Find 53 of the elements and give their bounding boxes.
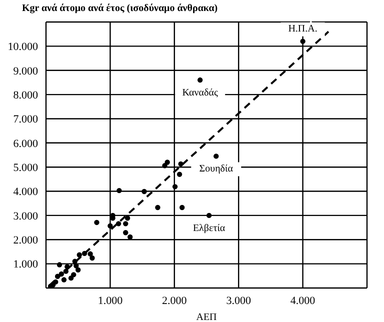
point xyxy=(108,223,113,228)
point xyxy=(76,267,81,272)
point xyxy=(82,250,88,256)
annotation: Ελβετία xyxy=(192,222,226,234)
point xyxy=(180,204,185,210)
point xyxy=(123,221,128,226)
y-tick-label: 8.000 xyxy=(13,89,38,102)
y-tick-label: 7.000 xyxy=(13,114,38,126)
y-tick-label: 2.000 xyxy=(13,234,38,247)
annotation: Η.Π.Α. xyxy=(288,24,318,35)
point xyxy=(123,230,128,236)
y-tick-label: 10.000 xyxy=(8,41,38,54)
point xyxy=(214,154,219,159)
point xyxy=(116,221,122,226)
point xyxy=(58,271,64,277)
x-tick-label: 1.000 xyxy=(98,294,124,307)
point xyxy=(56,262,62,268)
point xyxy=(176,172,182,177)
y-tick-label: 4.000 xyxy=(13,186,38,198)
y-tick-label: 9.000 xyxy=(13,65,38,78)
point xyxy=(124,216,130,221)
point xyxy=(164,160,170,165)
point xyxy=(54,274,60,279)
annotation: Σουηδία xyxy=(199,164,234,175)
annotation: Καναδάς xyxy=(182,87,218,98)
point xyxy=(206,212,212,218)
point xyxy=(48,284,54,288)
chart-title: Kgr ανά άτομο ανά έτος (ισοδύναμο άνθρακα) xyxy=(22,3,218,14)
y-tick-label: 5.000 xyxy=(13,162,38,174)
point xyxy=(116,188,122,194)
point xyxy=(94,220,100,226)
point xyxy=(74,263,79,268)
y-tick-label: 1.000 xyxy=(13,258,38,271)
point xyxy=(76,252,82,258)
point xyxy=(68,275,74,281)
x-tick-label: 3.000 xyxy=(226,294,252,307)
x-tick-label: 4.000 xyxy=(290,294,316,307)
y-tick-label: 6.000 xyxy=(13,138,38,150)
point xyxy=(90,255,95,261)
x-axis-title: ΑΕΠ xyxy=(196,312,217,322)
y-tick-label: 3.000 xyxy=(13,210,38,222)
x-tick-label: 2.000 xyxy=(162,294,188,307)
point xyxy=(172,184,178,190)
point xyxy=(178,161,184,167)
point xyxy=(72,258,78,264)
point xyxy=(88,251,93,257)
point xyxy=(63,268,68,274)
point xyxy=(155,204,160,210)
point xyxy=(300,38,306,44)
point xyxy=(64,264,70,270)
point xyxy=(197,77,203,83)
point xyxy=(142,188,147,194)
point xyxy=(61,277,67,282)
